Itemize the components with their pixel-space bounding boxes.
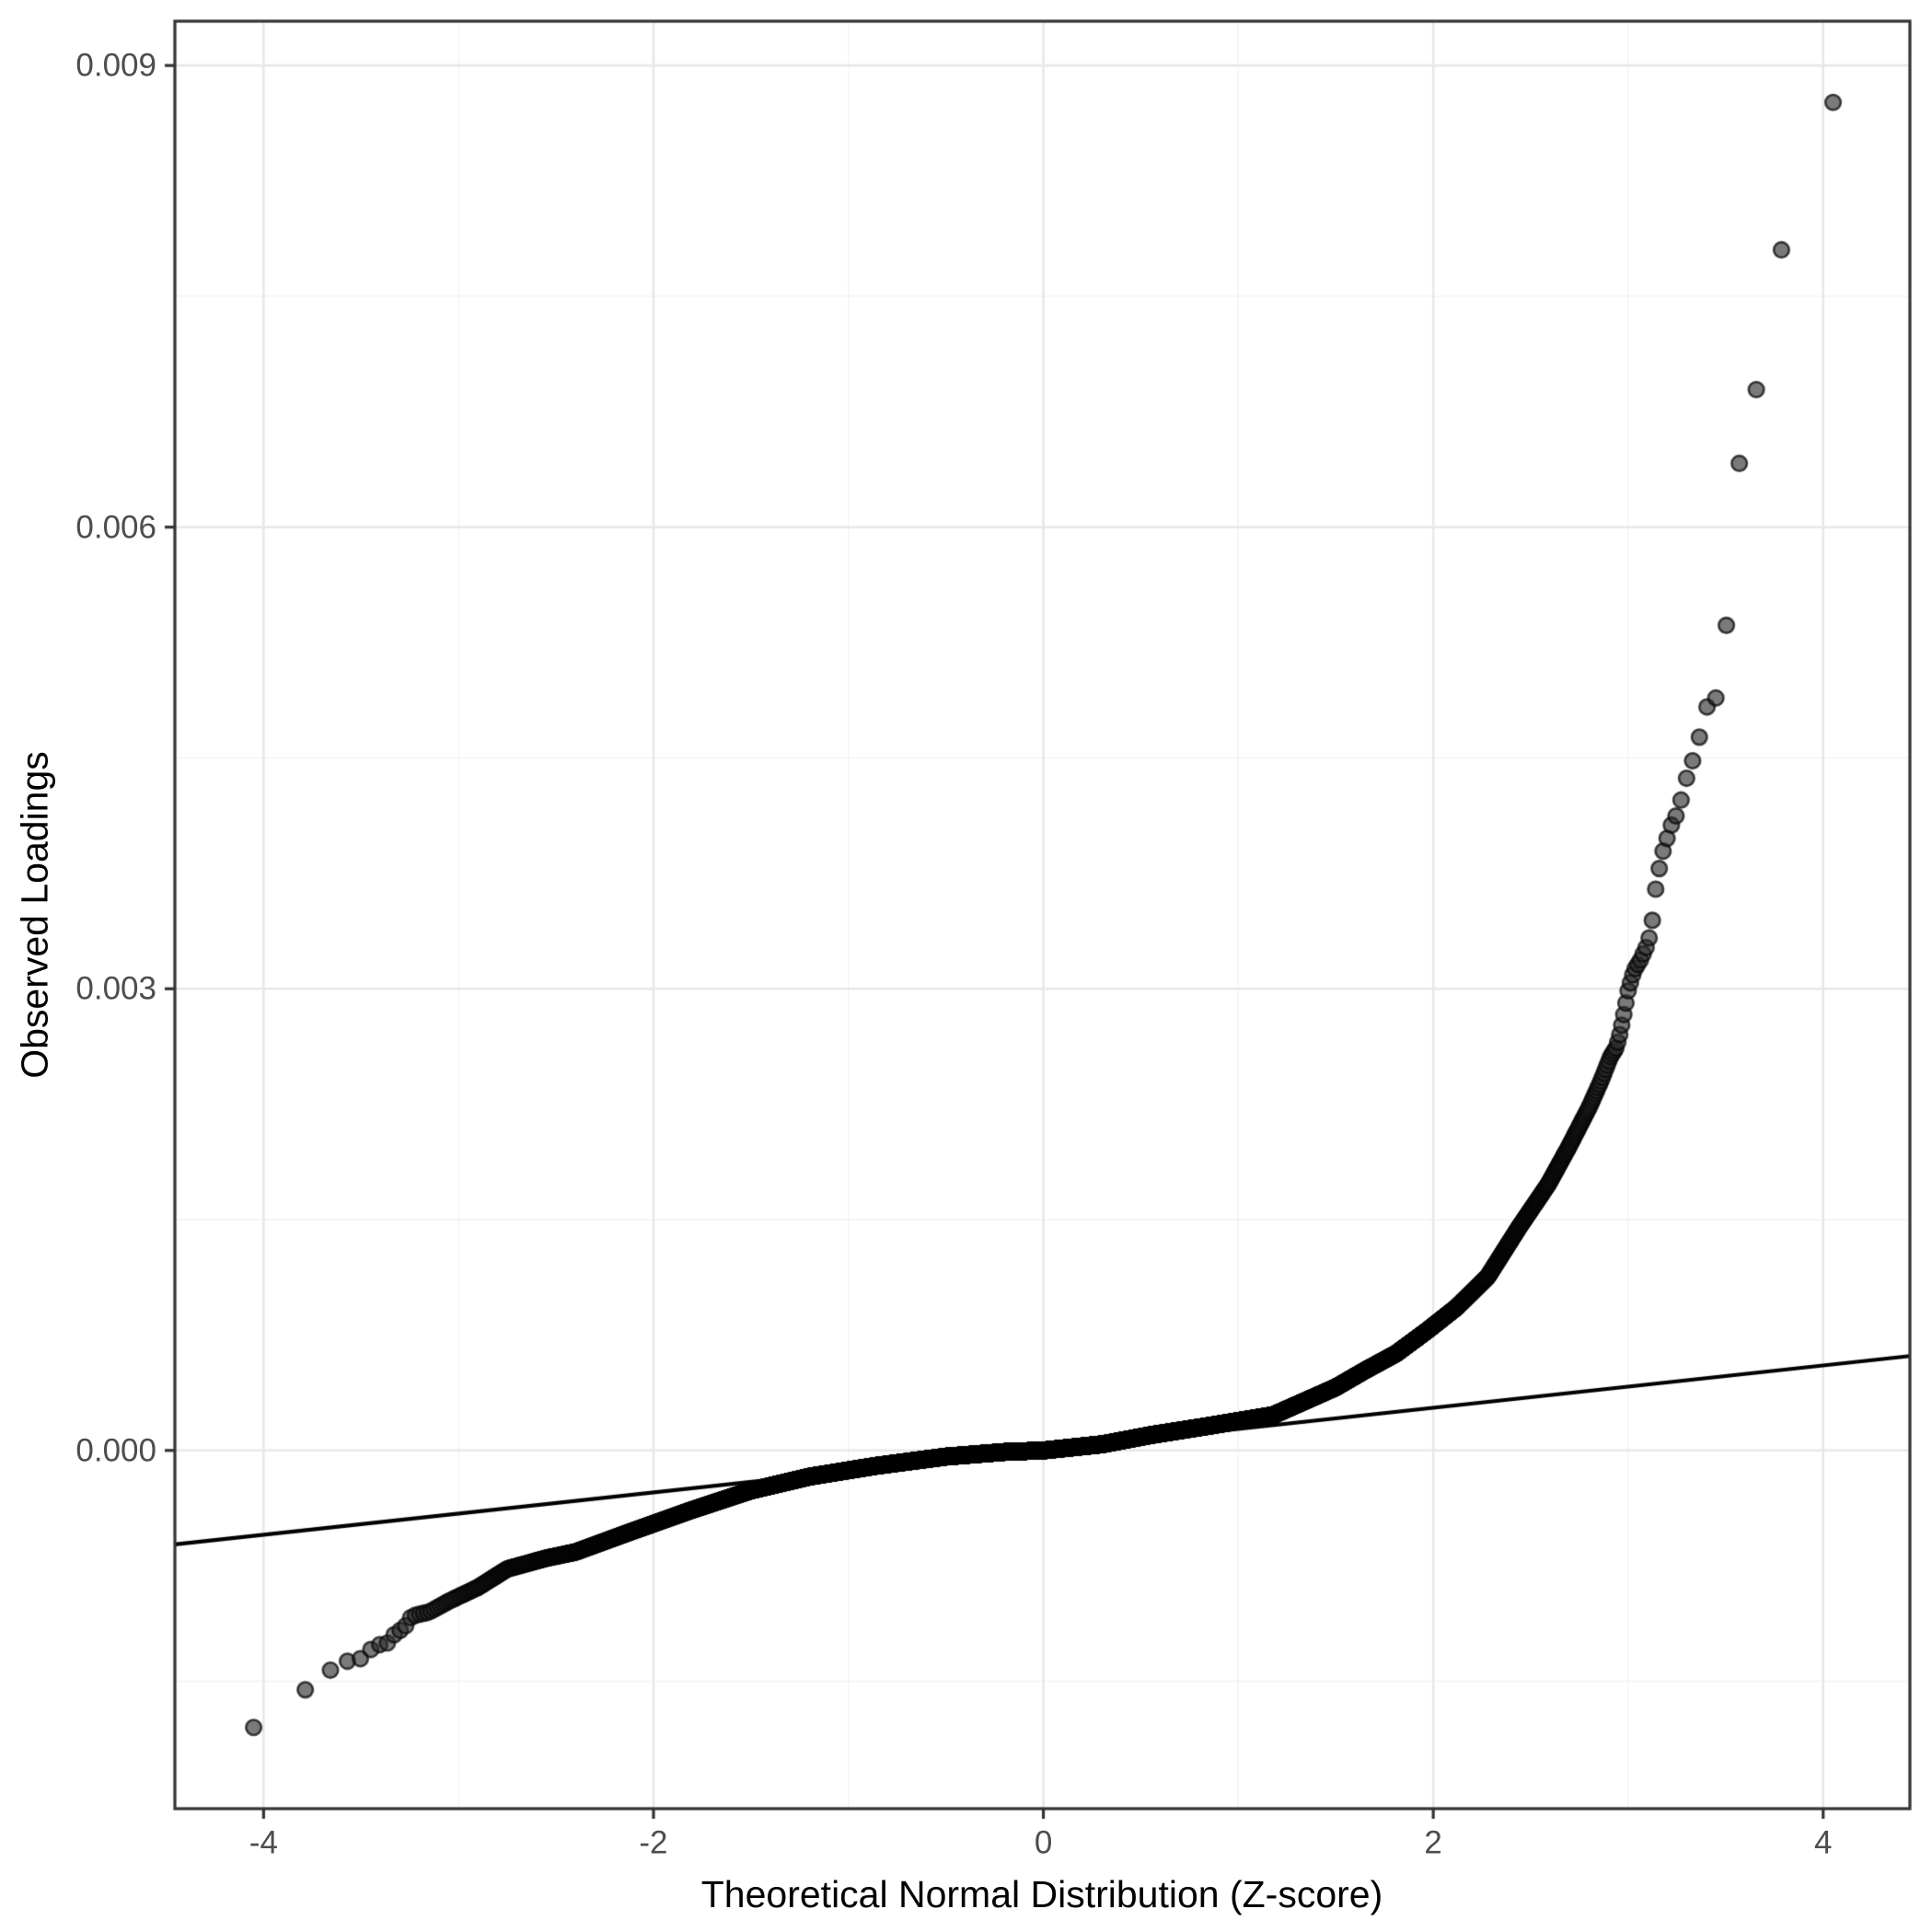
x-tick-label: 2 (1424, 1824, 1442, 1861)
y-tick-label: 0.000 (75, 1432, 156, 1469)
x-tick-label: 4 (1814, 1824, 1833, 1861)
y-tick-label: 0.006 (75, 509, 156, 546)
y-axis-title: Observed Loadings (13, 751, 56, 1079)
x-tick-label: -2 (639, 1824, 668, 1861)
y-tick-label: 0.003 (75, 970, 156, 1007)
y-tick-label: 0.009 (75, 47, 156, 84)
x-tick-label: -4 (249, 1824, 278, 1861)
x-axis-title: Theoretical Normal Distribution (Z-score… (700, 1873, 1383, 1915)
x-tick-label: 0 (1034, 1824, 1053, 1861)
